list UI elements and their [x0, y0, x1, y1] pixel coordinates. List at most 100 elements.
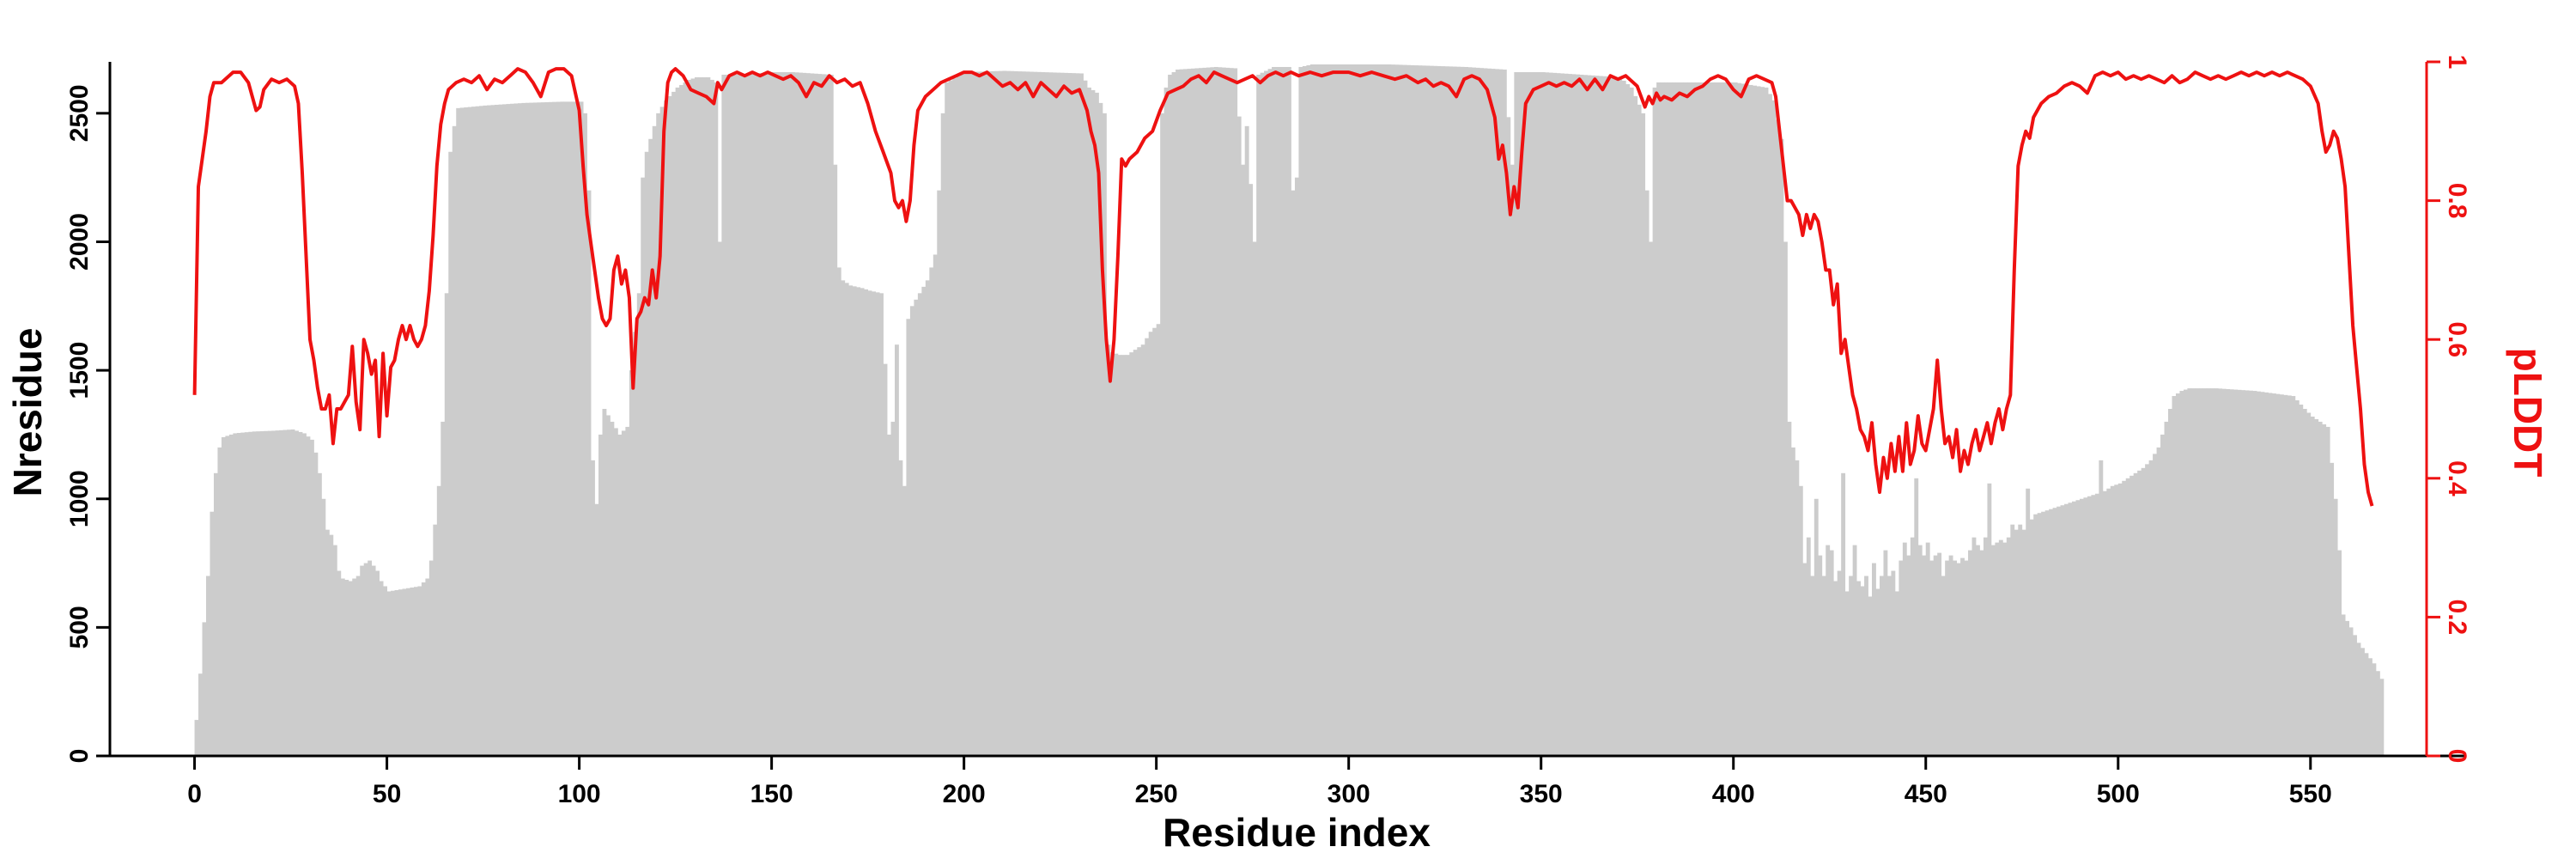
bar	[648, 138, 653, 756]
bar	[571, 101, 576, 756]
bar	[1272, 66, 1276, 757]
bar	[275, 430, 280, 756]
bar	[498, 104, 503, 757]
bar	[1437, 65, 1442, 756]
bar	[2114, 484, 2119, 756]
bar	[883, 363, 888, 756]
bar	[1225, 67, 1230, 756]
bar	[1094, 92, 1099, 756]
bar	[1856, 581, 1861, 756]
bar	[1533, 71, 1538, 757]
bar	[833, 164, 838, 756]
bar	[1587, 75, 1592, 756]
bar	[2283, 394, 2288, 756]
bar	[1610, 76, 1615, 757]
bar	[537, 102, 542, 756]
bar	[544, 101, 550, 757]
bar	[2187, 388, 2192, 756]
bar	[2302, 409, 2307, 756]
bar	[1041, 71, 1046, 757]
bar	[760, 72, 765, 757]
bar	[217, 447, 222, 756]
bar	[1048, 72, 1054, 756]
bar	[1494, 69, 1499, 756]
line-layer	[192, 67, 2374, 507]
bar	[1595, 76, 1600, 756]
bar	[1210, 67, 1215, 756]
bar	[425, 578, 430, 756]
bar	[1052, 72, 1057, 757]
bar	[1109, 352, 1115, 756]
bar	[2287, 395, 2292, 756]
bar	[756, 73, 761, 757]
bar	[1479, 68, 1484, 757]
bar	[2353, 635, 2357, 756]
bar	[1383, 64, 1388, 757]
bar	[1540, 71, 1546, 757]
bar	[2079, 498, 2084, 756]
bar	[1329, 64, 1334, 757]
bar	[960, 74, 965, 757]
bar	[2057, 506, 2061, 756]
bar	[1176, 69, 1180, 757]
bar	[1356, 64, 1361, 757]
bar	[405, 588, 410, 756]
bar	[2075, 500, 2081, 756]
bar	[332, 545, 337, 756]
bar	[1579, 74, 1584, 756]
bar	[787, 71, 792, 757]
bar	[1260, 72, 1265, 757]
bar	[1552, 72, 1558, 757]
bar	[1464, 66, 1468, 757]
bar	[1875, 588, 1880, 756]
bar	[295, 430, 299, 756]
bar	[2148, 460, 2154, 756]
bar	[1717, 82, 1722, 756]
bar	[2306, 412, 2312, 756]
bar	[1556, 73, 1561, 757]
bar	[968, 71, 973, 756]
bar	[509, 103, 514, 756]
bar	[1748, 84, 1753, 757]
bar	[1148, 332, 1153, 756]
bar	[1317, 64, 1322, 757]
bar	[1221, 67, 1226, 756]
bar	[810, 73, 815, 757]
bar	[1821, 576, 1826, 756]
bar	[1413, 65, 1419, 757]
bar	[1013, 70, 1018, 757]
bar	[221, 436, 226, 756]
bar	[1309, 64, 1315, 757]
bar	[267, 430, 272, 756]
bar	[2275, 393, 2281, 756]
bar	[933, 254, 938, 756]
bar	[1979, 550, 1984, 756]
bar	[521, 102, 526, 756]
bar	[1987, 483, 1992, 756]
bar	[2241, 390, 2246, 756]
bar	[1291, 190, 1296, 756]
bar	[1656, 82, 1661, 756]
bar	[2310, 416, 2315, 756]
bar	[360, 565, 365, 756]
bar	[2064, 503, 2069, 756]
bar	[1433, 65, 1438, 757]
bar	[363, 563, 368, 756]
bar	[448, 151, 453, 757]
bar	[2202, 388, 2208, 756]
bar	[1964, 560, 1969, 756]
bar	[1140, 344, 1145, 756]
bar	[1160, 113, 1165, 757]
bar	[921, 286, 927, 757]
y2-tick-label: 1	[2443, 55, 2471, 70]
bar	[1995, 542, 2000, 756]
bar	[1818, 555, 1823, 756]
bar	[2041, 511, 2046, 756]
bar	[956, 76, 961, 756]
bar	[1560, 73, 1564, 757]
bar	[1618, 76, 1623, 756]
bar	[841, 280, 846, 756]
bar	[1849, 576, 1854, 756]
bar	[1133, 350, 1138, 756]
bar	[1083, 80, 1088, 756]
